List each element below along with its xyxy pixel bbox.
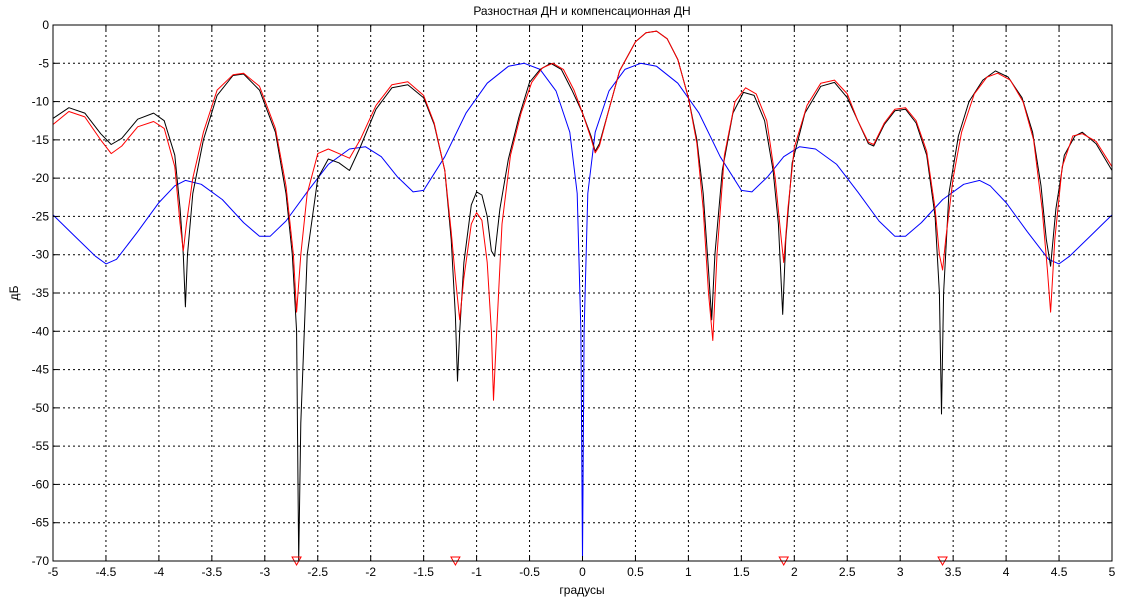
- x-tick-label: -3.5: [202, 565, 223, 579]
- y-tick-label: -70: [32, 554, 50, 568]
- y-tick-label: -20: [32, 171, 50, 185]
- x-tick-label: 1.5: [733, 565, 750, 579]
- x-tick-label: 3.5: [945, 565, 962, 579]
- y-tick-label: 0: [42, 18, 49, 32]
- y-tick-label: -50: [32, 401, 50, 415]
- y-tick-label: -35: [32, 286, 50, 300]
- x-tick-label: -4.5: [96, 565, 117, 579]
- y-tick-label: -10: [32, 95, 50, 109]
- x-tick-label: -0.5: [519, 565, 540, 579]
- x-tick-label: -5: [48, 565, 59, 579]
- x-tick-label: -3: [259, 565, 270, 579]
- y-axis-label: дБ: [7, 285, 21, 300]
- y-tick-label: -5: [38, 56, 49, 70]
- y-tick-label: -65: [32, 516, 50, 530]
- x-tick-label: 1: [685, 565, 692, 579]
- x-tick-label: -1: [471, 565, 482, 579]
- x-tick-label: -2.5: [307, 565, 328, 579]
- x-tick-label: -4: [154, 565, 165, 579]
- x-axis-label: градусы: [559, 583, 604, 597]
- x-tick-label: -1.5: [413, 565, 434, 579]
- x-axis-ticks: -5 -4.5 -4 -3.5 -3 -2.5 -2 -1.5 -1 -0.5 0 0.5 1 1.5 2 2…: [48, 25, 1116, 579]
- y-axis-ticks: 0 -5 -10 -15 -20 -25 -30 -35 -40 -45 -50 -55 -60 -65 -…: [32, 18, 1112, 568]
- series-line-3: [52, 30, 1113, 401]
- y-tick-label: -55: [32, 439, 50, 453]
- x-tick-label: 5: [1109, 565, 1116, 579]
- x-tick-label: -2: [365, 565, 376, 579]
- grid: [53, 25, 1112, 561]
- y-tick-label: -40: [32, 324, 50, 338]
- x-tick-label: 2: [791, 565, 798, 579]
- x-tick-label: 0: [579, 565, 586, 579]
- series-line-2: [52, 30, 1113, 562]
- x-tick-label: 3: [897, 565, 904, 579]
- y-tick-label: -45: [32, 363, 50, 377]
- y-tick-label: -60: [32, 477, 50, 491]
- x-tick-label: 0.5: [627, 565, 644, 579]
- y-tick-label: -15: [32, 133, 50, 147]
- x-tick-label: 4.5: [1051, 565, 1068, 579]
- x-tick-label: 2.5: [839, 565, 856, 579]
- x-tick-label: 4: [1003, 565, 1010, 579]
- y-tick-label: -25: [32, 209, 50, 223]
- y-tick-label: -30: [32, 248, 50, 262]
- chart-title: Разностная ДН и компенсационная ДН: [473, 4, 690, 18]
